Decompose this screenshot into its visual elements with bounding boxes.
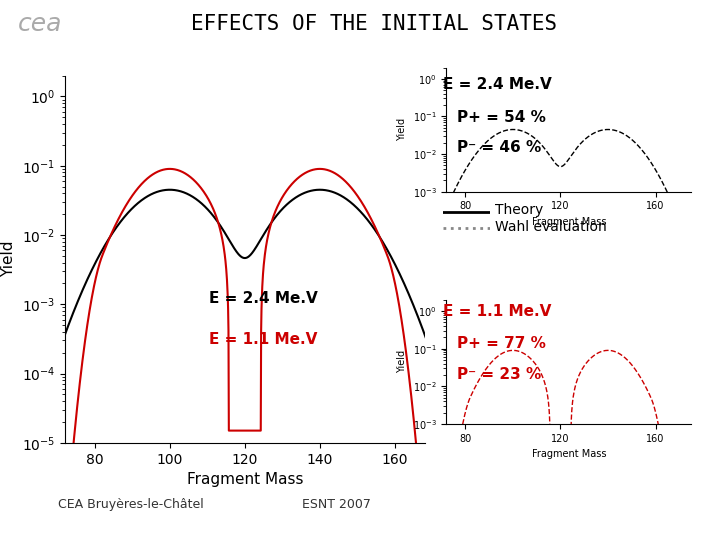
X-axis label: Fragment Mass: Fragment Mass	[531, 217, 606, 227]
Text: P⁻ = 23 %: P⁻ = 23 %	[457, 367, 541, 382]
Text: E = 2.4 Me.V: E = 2.4 Me.V	[209, 291, 318, 306]
Text: CEA Bruyères-le-Châtel: CEA Bruyères-le-Châtel	[58, 497, 203, 511]
Text: cea: cea	[17, 12, 62, 36]
Y-axis label: Yield: Yield	[397, 118, 407, 141]
Y-axis label: Yield: Yield	[397, 350, 407, 373]
Text: E = 2.4 Me.V: E = 2.4 Me.V	[443, 77, 552, 92]
Text: EFFECTS OF THE INITIAL STATES: EFFECTS OF THE INITIAL STATES	[192, 14, 557, 35]
Text: E = 1.1 Me.V: E = 1.1 Me.V	[209, 332, 318, 347]
Text: P+ = 77 %: P+ = 77 %	[457, 336, 546, 352]
Text: Theory: Theory	[495, 204, 544, 218]
Text: Wahl evaluation: Wahl evaluation	[495, 220, 607, 234]
Text: E = 1.1 Me.V: E = 1.1 Me.V	[443, 304, 552, 319]
Text: ESNT 2007: ESNT 2007	[302, 497, 372, 511]
X-axis label: Fragment Mass: Fragment Mass	[531, 449, 606, 459]
X-axis label: Fragment Mass: Fragment Mass	[186, 472, 303, 487]
Text: P⁻ = 46 %: P⁻ = 46 %	[457, 140, 541, 156]
Text: P+ = 54 %: P+ = 54 %	[457, 110, 546, 125]
Y-axis label: Yield: Yield	[1, 241, 16, 278]
